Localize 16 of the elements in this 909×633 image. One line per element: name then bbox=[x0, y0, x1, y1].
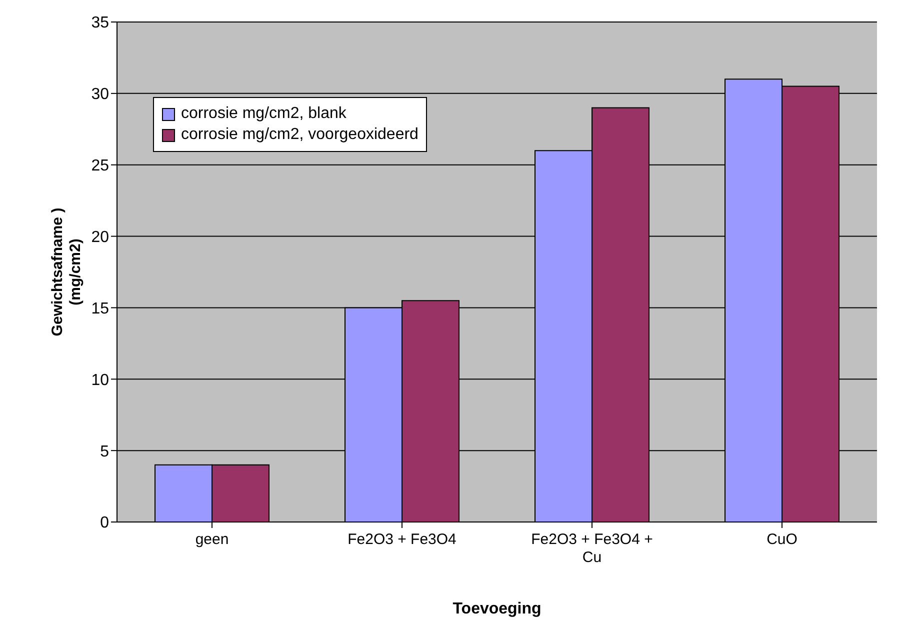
y-tick-label: 5 bbox=[100, 443, 110, 460]
legend-label: corrosie mg/cm2, voorgeoxideerd bbox=[180, 126, 418, 144]
x-tick-label: Fe2O3 + Fe3O4 + Cu bbox=[531, 531, 654, 566]
y-tick-label: 25 bbox=[91, 158, 110, 175]
x-tick-label: CuO bbox=[766, 531, 798, 548]
y-tick-label: 35 bbox=[91, 14, 110, 32]
y-tick-label: 0 bbox=[100, 514, 110, 532]
x-tick-label: Fe2O3 + Fe3O4 bbox=[348, 531, 456, 548]
y-axis-title: Gewichtsafname ) (mg/cm2) bbox=[49, 208, 84, 336]
y-tick-label: 15 bbox=[91, 300, 110, 318]
y-tick-label: 30 bbox=[91, 86, 110, 104]
x-axis-title: Toevoeging bbox=[452, 600, 542, 618]
y-tick-label: 20 bbox=[91, 228, 110, 246]
legend-label: corrosie mg/cm2, blank bbox=[180, 105, 348, 123]
y-tick-label: 10 bbox=[91, 372, 110, 389]
x-tick-label: geen bbox=[195, 531, 229, 548]
